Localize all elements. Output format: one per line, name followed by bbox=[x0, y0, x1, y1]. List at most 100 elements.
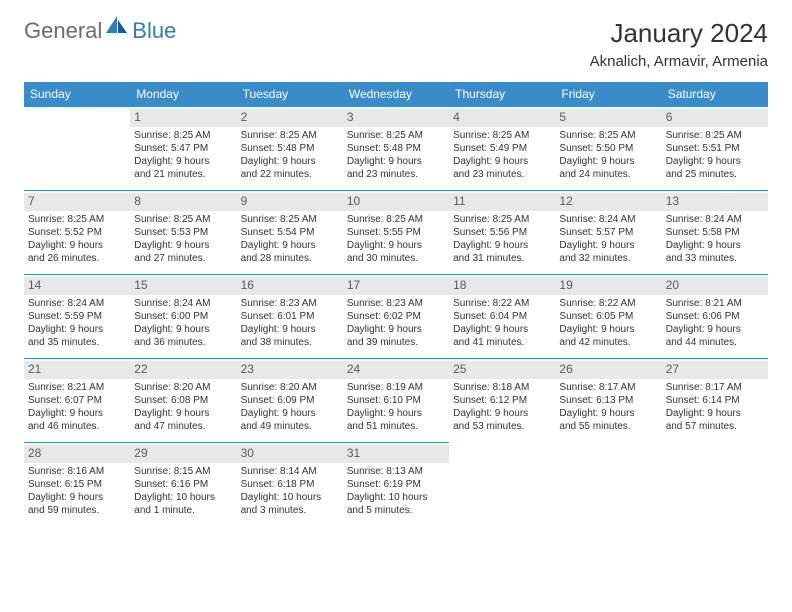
weekday-header: Monday bbox=[130, 82, 236, 107]
daylight-text: Daylight: 10 hours bbox=[241, 491, 339, 504]
sunrise-text: Sunrise: 8:24 AM bbox=[134, 297, 232, 310]
sunrise-text: Sunrise: 8:25 AM bbox=[347, 129, 445, 142]
sunset-text: Sunset: 6:01 PM bbox=[241, 310, 339, 323]
daylight-text: Daylight: 9 hours bbox=[453, 155, 551, 168]
daylight-text: and 23 minutes. bbox=[347, 168, 445, 181]
sunset-text: Sunset: 6:10 PM bbox=[347, 394, 445, 407]
daylight-text: Daylight: 9 hours bbox=[347, 323, 445, 336]
sunrise-text: Sunrise: 8:25 AM bbox=[241, 129, 339, 142]
day-number: 28 bbox=[24, 445, 130, 463]
sunset-text: Sunset: 5:52 PM bbox=[28, 226, 126, 239]
day-number: 17 bbox=[343, 277, 449, 295]
sunset-text: Sunset: 6:07 PM bbox=[28, 394, 126, 407]
daylight-text: Daylight: 10 hours bbox=[347, 491, 445, 504]
calendar-day-cell: 27Sunrise: 8:17 AMSunset: 6:14 PMDayligh… bbox=[662, 359, 768, 443]
daylight-text: and 39 minutes. bbox=[347, 336, 445, 349]
calendar-day-cell: 9Sunrise: 8:25 AMSunset: 5:54 PMDaylight… bbox=[237, 191, 343, 275]
sunrise-text: Sunrise: 8:25 AM bbox=[134, 213, 232, 226]
calendar-day-cell: 14Sunrise: 8:24 AMSunset: 5:59 PMDayligh… bbox=[24, 275, 130, 359]
sunset-text: Sunset: 6:16 PM bbox=[134, 478, 232, 491]
day-number: 18 bbox=[449, 277, 555, 295]
calendar-day-cell: 15Sunrise: 8:24 AMSunset: 6:00 PMDayligh… bbox=[130, 275, 236, 359]
weekday-header: Saturday bbox=[662, 82, 768, 107]
weekday-header: Tuesday bbox=[237, 82, 343, 107]
sunset-text: Sunset: 6:18 PM bbox=[241, 478, 339, 491]
sunrise-text: Sunrise: 8:21 AM bbox=[28, 381, 126, 394]
daylight-text: and 32 minutes. bbox=[559, 252, 657, 265]
daylight-text: and 30 minutes. bbox=[347, 252, 445, 265]
daylight-text: and 5 minutes. bbox=[347, 504, 445, 517]
sunrise-text: Sunrise: 8:25 AM bbox=[347, 213, 445, 226]
title-block: January 2024 Aknalich, Armavir, Armenia bbox=[590, 18, 768, 70]
sunset-text: Sunset: 6:02 PM bbox=[347, 310, 445, 323]
header: General Blue January 2024 Aknalich, Arma… bbox=[24, 18, 768, 70]
sunrise-text: Sunrise: 8:19 AM bbox=[347, 381, 445, 394]
calendar-day-cell: 20Sunrise: 8:21 AMSunset: 6:06 PMDayligh… bbox=[662, 275, 768, 359]
calendar-day-cell: 29Sunrise: 8:15 AMSunset: 6:16 PMDayligh… bbox=[130, 443, 236, 523]
daylight-text: Daylight: 9 hours bbox=[28, 239, 126, 252]
daylight-text: and 36 minutes. bbox=[134, 336, 232, 349]
daylight-text: and 35 minutes. bbox=[28, 336, 126, 349]
sunrise-text: Sunrise: 8:25 AM bbox=[666, 129, 764, 142]
logo-text-blue: Blue bbox=[132, 18, 176, 44]
day-number: 31 bbox=[343, 445, 449, 463]
calendar-day-cell bbox=[24, 107, 130, 191]
calendar-day-cell: 5Sunrise: 8:25 AMSunset: 5:50 PMDaylight… bbox=[555, 107, 661, 191]
sunset-text: Sunset: 5:50 PM bbox=[559, 142, 657, 155]
daylight-text: and 21 minutes. bbox=[134, 168, 232, 181]
daylight-text: Daylight: 9 hours bbox=[347, 155, 445, 168]
calendar-day-cell bbox=[662, 443, 768, 523]
daylight-text: and 44 minutes. bbox=[666, 336, 764, 349]
calendar-body: 1Sunrise: 8:25 AMSunset: 5:47 PMDaylight… bbox=[24, 107, 768, 523]
day-number: 24 bbox=[343, 361, 449, 379]
sunrise-text: Sunrise: 8:15 AM bbox=[134, 465, 232, 478]
daylight-text: and 28 minutes. bbox=[241, 252, 339, 265]
sunset-text: Sunset: 5:54 PM bbox=[241, 226, 339, 239]
day-number: 12 bbox=[555, 193, 661, 211]
calendar-page: General Blue January 2024 Aknalich, Arma… bbox=[0, 0, 792, 541]
daylight-text: and 47 minutes. bbox=[134, 420, 232, 433]
calendar-day-cell: 12Sunrise: 8:24 AMSunset: 5:57 PMDayligh… bbox=[555, 191, 661, 275]
daylight-text: and 26 minutes. bbox=[28, 252, 126, 265]
day-number: 25 bbox=[449, 361, 555, 379]
calendar-day-cell: 7Sunrise: 8:25 AMSunset: 5:52 PMDaylight… bbox=[24, 191, 130, 275]
calendar-day-cell: 23Sunrise: 8:20 AMSunset: 6:09 PMDayligh… bbox=[237, 359, 343, 443]
calendar-table: SundayMondayTuesdayWednesdayThursdayFrid… bbox=[24, 82, 768, 523]
day-number: 15 bbox=[130, 277, 236, 295]
sunrise-text: Sunrise: 8:25 AM bbox=[134, 129, 232, 142]
day-number: 23 bbox=[237, 361, 343, 379]
day-number: 30 bbox=[237, 445, 343, 463]
daylight-text: Daylight: 9 hours bbox=[241, 323, 339, 336]
day-number: 3 bbox=[343, 109, 449, 127]
daylight-text: Daylight: 9 hours bbox=[134, 407, 232, 420]
sunset-text: Sunset: 6:12 PM bbox=[453, 394, 551, 407]
day-number: 16 bbox=[237, 277, 343, 295]
calendar-week-row: 7Sunrise: 8:25 AMSunset: 5:52 PMDaylight… bbox=[24, 191, 768, 275]
daylight-text: and 53 minutes. bbox=[453, 420, 551, 433]
calendar-day-cell: 31Sunrise: 8:13 AMSunset: 6:19 PMDayligh… bbox=[343, 443, 449, 523]
day-number: 22 bbox=[130, 361, 236, 379]
sunrise-text: Sunrise: 8:20 AM bbox=[134, 381, 232, 394]
day-number: 2 bbox=[237, 109, 343, 127]
daylight-text: Daylight: 9 hours bbox=[453, 407, 551, 420]
weekday-header: Friday bbox=[555, 82, 661, 107]
sunrise-text: Sunrise: 8:25 AM bbox=[28, 213, 126, 226]
daylight-text: Daylight: 9 hours bbox=[666, 239, 764, 252]
logo-text-general: General bbox=[24, 18, 102, 44]
sunrise-text: Sunrise: 8:17 AM bbox=[666, 381, 764, 394]
daylight-text: Daylight: 10 hours bbox=[134, 491, 232, 504]
calendar-week-row: 1Sunrise: 8:25 AMSunset: 5:47 PMDaylight… bbox=[24, 107, 768, 191]
sunrise-text: Sunrise: 8:18 AM bbox=[453, 381, 551, 394]
calendar-week-row: 21Sunrise: 8:21 AMSunset: 6:07 PMDayligh… bbox=[24, 359, 768, 443]
daylight-text: and 25 minutes. bbox=[666, 168, 764, 181]
sunset-text: Sunset: 5:55 PM bbox=[347, 226, 445, 239]
daylight-text: Daylight: 9 hours bbox=[453, 239, 551, 252]
sunset-text: Sunset: 6:04 PM bbox=[453, 310, 551, 323]
daylight-text: Daylight: 9 hours bbox=[28, 407, 126, 420]
calendar-header-row: SundayMondayTuesdayWednesdayThursdayFrid… bbox=[24, 82, 768, 107]
location-subtitle: Aknalich, Armavir, Armenia bbox=[590, 53, 768, 70]
day-number: 26 bbox=[555, 361, 661, 379]
calendar-day-cell bbox=[449, 443, 555, 523]
calendar-day-cell: 26Sunrise: 8:17 AMSunset: 6:13 PMDayligh… bbox=[555, 359, 661, 443]
daylight-text: Daylight: 9 hours bbox=[241, 239, 339, 252]
